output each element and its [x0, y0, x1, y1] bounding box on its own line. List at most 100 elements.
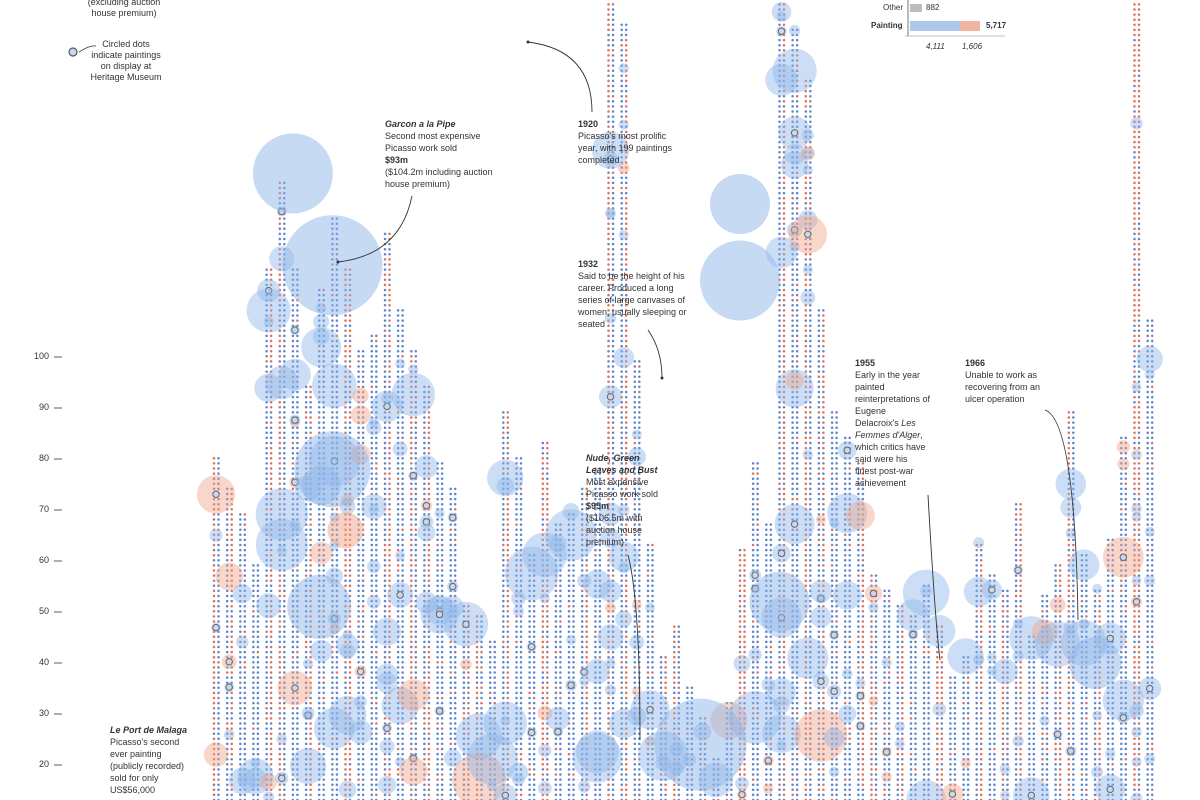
painting-dot — [449, 492, 452, 496]
painting-dot — [269, 518, 273, 521]
painting-dot — [375, 441, 378, 445]
painting-dot — [370, 492, 374, 496]
painting-dot — [388, 329, 391, 333]
painting-dot — [383, 589, 387, 593]
painting-dot — [252, 635, 255, 639]
painting-dot — [243, 533, 247, 537]
painting-dot — [502, 620, 505, 623]
painting-dot — [291, 706, 295, 710]
painting-dot — [414, 390, 418, 394]
painting-dot — [506, 604, 510, 608]
painting-dot — [344, 508, 347, 511]
painting-dot — [567, 793, 571, 797]
painting-dot — [278, 604, 282, 608]
painting-dot — [322, 737, 325, 741]
painting-dot — [269, 712, 273, 715]
painting-dot — [567, 579, 571, 582]
painting-dot — [344, 640, 347, 644]
painting-dot — [572, 701, 575, 705]
painting-dot — [348, 625, 352, 628]
painting-dot — [519, 640, 523, 644]
painting-dot — [580, 722, 584, 725]
painting-dot — [335, 681, 339, 684]
painting-dot — [269, 406, 273, 409]
painting-dot — [348, 574, 352, 577]
painting-dot — [502, 594, 505, 598]
painting-dot — [230, 630, 233, 633]
painting-dot — [269, 344, 273, 348]
painting-dot — [269, 462, 273, 465]
painting-dot — [304, 778, 308, 781]
painting-dot — [580, 559, 584, 562]
painting-dot — [436, 502, 439, 506]
painting-dot — [410, 462, 413, 465]
painting-dot — [265, 451, 268, 455]
painting-dot — [515, 686, 518, 690]
painting-dot — [414, 446, 418, 450]
painting-dot — [375, 696, 378, 700]
painting-dot — [480, 686, 483, 690]
painting-dot — [322, 742, 325, 746]
painting-dot — [361, 768, 365, 771]
painting-dot — [243, 701, 247, 705]
painting-dot — [436, 564, 439, 567]
painting-dot — [243, 548, 247, 552]
painting-dot — [528, 666, 531, 669]
painting-dot — [427, 569, 431, 572]
painting-dot — [528, 773, 531, 776]
painting-dot — [252, 691, 255, 695]
painting-dot — [252, 574, 255, 577]
painting-dot — [291, 319, 295, 322]
painting-dot — [440, 650, 444, 654]
painting-dot — [541, 508, 545, 511]
painting-dot — [291, 472, 295, 475]
painting-dot — [620, 446, 623, 450]
painting-dot — [256, 788, 260, 792]
painting-dot — [410, 701, 413, 705]
painting-dot — [388, 411, 391, 414]
painting-dot — [217, 594, 220, 598]
painting-dot — [309, 548, 312, 552]
painting-dot — [410, 768, 413, 771]
painting-dot — [383, 513, 387, 516]
painting-dot — [361, 650, 365, 654]
painting-dot — [225, 671, 229, 674]
painting-dot — [388, 242, 391, 246]
painting-dot — [283, 584, 286, 588]
painting-dot — [239, 722, 242, 725]
painting-dot — [572, 676, 575, 679]
painting-dot — [296, 304, 299, 307]
painting-dot — [361, 508, 365, 511]
painting-dot — [388, 390, 391, 394]
painting-dot — [607, 38, 610, 42]
painting-dot — [357, 630, 360, 633]
painting-dot — [331, 513, 334, 516]
painting-dot — [401, 620, 404, 623]
painting-dot — [239, 671, 242, 674]
painting-dot — [283, 538, 286, 542]
painting-dot — [410, 630, 413, 633]
painting-dot — [585, 691, 588, 695]
painting-dot — [331, 385, 334, 389]
painting-dot — [217, 768, 220, 771]
painting-dot — [572, 584, 575, 588]
painting-dot — [278, 579, 282, 582]
painting-dot — [357, 666, 360, 669]
painting-dot — [423, 548, 426, 552]
painting-dot — [414, 411, 418, 414]
painting-dot — [230, 666, 233, 669]
painting-dot — [396, 666, 400, 669]
painting-dot — [554, 676, 558, 679]
painting-dot — [291, 640, 295, 644]
painting-dot — [502, 589, 505, 593]
painting-dot — [410, 390, 413, 394]
painting-dot — [225, 681, 229, 684]
painting-dot — [383, 676, 387, 679]
painting-dot — [388, 324, 391, 327]
painting-dot — [296, 334, 299, 338]
painting-dot — [388, 706, 391, 710]
painting-dot — [317, 406, 321, 409]
painting-dot — [449, 655, 452, 659]
painting-dot — [567, 650, 571, 654]
painting-dot — [309, 727, 312, 730]
